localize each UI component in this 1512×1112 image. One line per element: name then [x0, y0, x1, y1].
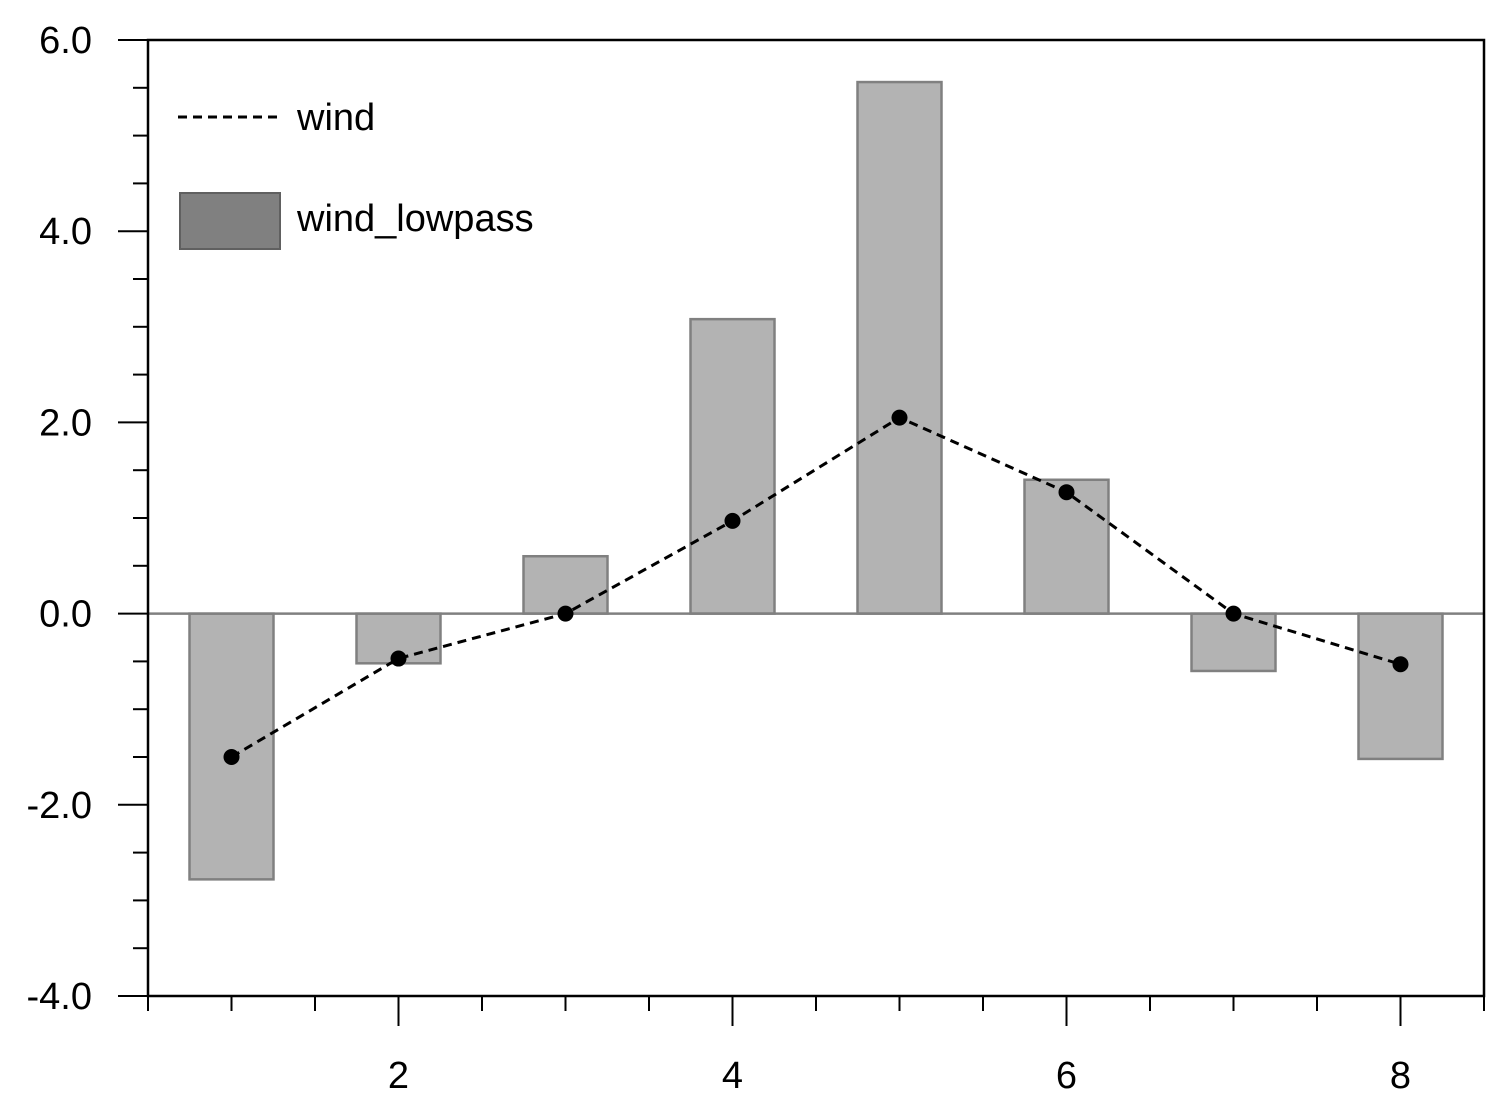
bar-wind-lowpass-1	[188, 612, 275, 881]
y-tick-label: -4.0	[27, 976, 92, 1018]
point-wind-7	[1225, 605, 1242, 622]
legend: wind wind_lowpass	[178, 97, 534, 250]
bars-layer	[188, 80, 1444, 881]
bar-wind-lowpass-5	[856, 80, 943, 615]
y-tick-label: 4.0	[39, 211, 92, 253]
point-wind-4	[724, 512, 741, 529]
bar-wind-lowpass-8	[1357, 612, 1444, 761]
legend-wind-lowpass-swatch	[179, 192, 281, 250]
point-wind-8	[1392, 656, 1409, 673]
y-tick-label: 0.0	[39, 594, 92, 636]
x-tick-label: 2	[388, 1055, 409, 1097]
bar-wind-lowpass-3	[522, 554, 609, 615]
bar-wind-lowpass-6	[1023, 478, 1110, 615]
x-tick-label: 8	[1390, 1055, 1411, 1097]
axes-layer: -4.0 -2.0 0.0 2.0 4.0 6.0 2 4 6 8	[27, 20, 1486, 1097]
plot-frame	[146, 38, 1486, 998]
legend-wind-label: wind	[296, 97, 375, 139]
line-wind	[230, 415, 1401, 759]
x-tick-label: 4	[722, 1055, 743, 1097]
y-tick-label: 6.0	[39, 20, 92, 62]
point-wind-5	[891, 409, 908, 426]
bar-wind-lowpass-4	[689, 317, 776, 615]
y-tick-label: -2.0	[27, 785, 92, 827]
y-tick-label: 2.0	[39, 402, 92, 444]
x-tick-label: 6	[1056, 1055, 1077, 1097]
point-wind-1	[223, 749, 240, 765]
line-layer	[223, 409, 1409, 765]
point-wind-2	[390, 650, 407, 667]
point-wind-3	[557, 605, 574, 622]
legend-wind-lowpass-label: wind_lowpass	[296, 198, 534, 240]
point-wind-6	[1058, 484, 1075, 501]
